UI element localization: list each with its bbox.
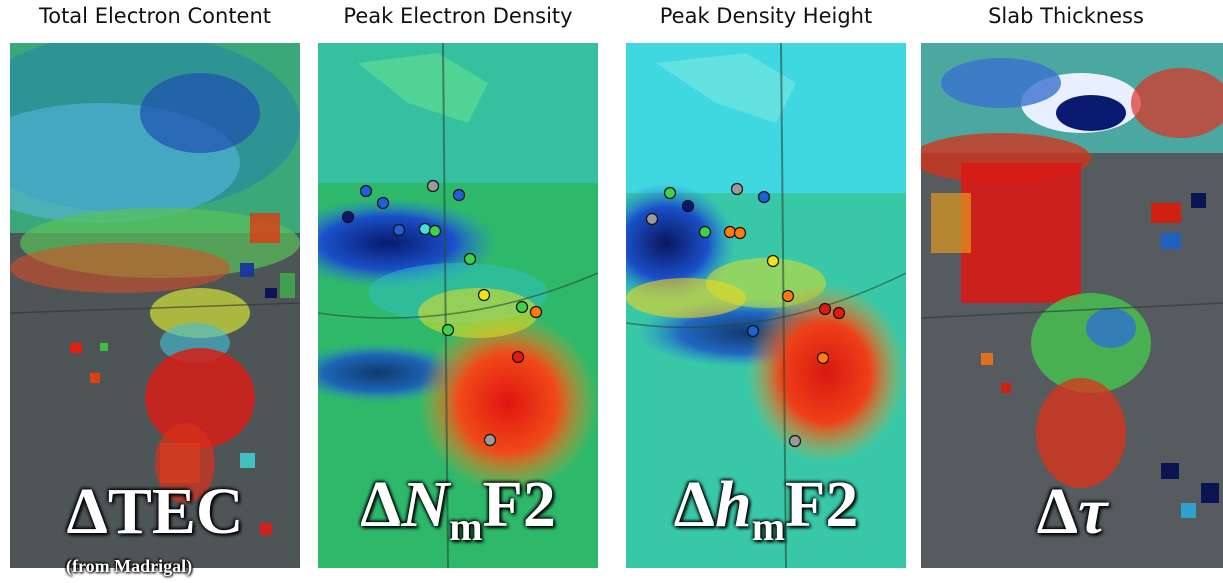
- slab-map: [921, 43, 1223, 568]
- hmf2-label: ΔhmF2: [626, 467, 906, 550]
- slab-delta: Δ: [1036, 475, 1079, 548]
- hmf2-station-marker: [730, 182, 744, 196]
- panel-title-slab: Slab Thickness: [988, 4, 1144, 28]
- nmf2-station-marker: [341, 210, 355, 224]
- panel-title-tec: Total Electron Content: [38, 4, 272, 28]
- nmf2-station-marker: [359, 184, 373, 198]
- nmf2-delta: Δ: [360, 468, 402, 541]
- slab-label: Δτ: [921, 474, 1223, 550]
- hmf2-station-marker: [818, 302, 832, 316]
- hmf2-station-markers: [645, 182, 846, 448]
- nmf2-label: ΔNmF2: [318, 467, 598, 550]
- hmf2-station-marker: [832, 306, 846, 320]
- nmf2-map: [318, 43, 598, 568]
- map-panel-tec: ΔTEC: [10, 43, 300, 568]
- hmf2-station-marker: [733, 226, 747, 240]
- nmf2-station-marker: [452, 188, 466, 202]
- hmf2-station-marker: [757, 190, 771, 204]
- hmf2-rest: F2: [785, 468, 859, 541]
- panel-title-hmf2: Peak Density Height: [659, 4, 873, 28]
- map-panel-slab: Δτ: [921, 43, 1223, 568]
- nmf2-station-marker: [511, 350, 525, 364]
- hmf2-delta: Δ: [673, 468, 715, 541]
- map-panel-nmf2: ΔNmF2: [318, 43, 598, 568]
- nmf2-station-marker: [441, 323, 455, 337]
- nmf2-station-marker: [529, 305, 543, 319]
- nmf2-station-marker: [463, 252, 477, 266]
- hmf2-station-marker: [698, 225, 712, 239]
- nmf2-station-marker: [477, 288, 491, 302]
- map-panel-hmf2: ΔhmF2: [626, 43, 906, 568]
- hmf2-map: [626, 43, 906, 568]
- nmf2-station-markers: [341, 179, 543, 447]
- hmf2-station-marker: [645, 212, 659, 226]
- hmf2-station-marker: [781, 289, 795, 303]
- hmf2-station-marker: [663, 186, 677, 200]
- nmf2-var: N: [401, 468, 450, 541]
- panel-title-nmf2: Peak Electron Density: [343, 4, 573, 28]
- hmf2-sub: m: [751, 504, 786, 549]
- nmf2-station-marker: [428, 224, 442, 238]
- hmf2-station-marker: [766, 254, 780, 268]
- source-note: (from Madrigal): [66, 556, 193, 576]
- nmf2-station-marker: [515, 300, 529, 314]
- hmf2-var: h: [715, 468, 752, 541]
- nmf2-station-marker: [426, 179, 440, 193]
- hmf2-station-marker: [681, 199, 695, 213]
- nmf2-sub: m: [449, 504, 483, 549]
- hmf2-station-marker: [723, 225, 737, 239]
- tec-map: [10, 43, 300, 568]
- hmf2-station-marker: [816, 351, 830, 365]
- nmf2-rest: F2: [482, 468, 556, 541]
- nmf2-station-marker: [483, 433, 497, 447]
- nmf2-station-marker: [376, 196, 390, 210]
- nmf2-station-marker: [418, 222, 432, 236]
- tec-label: ΔTEC: [66, 475, 244, 548]
- hmf2-station-marker: [788, 434, 802, 448]
- nmf2-station-marker: [392, 223, 406, 237]
- hmf2-station-marker: [746, 324, 760, 338]
- slab-var: τ: [1078, 475, 1108, 548]
